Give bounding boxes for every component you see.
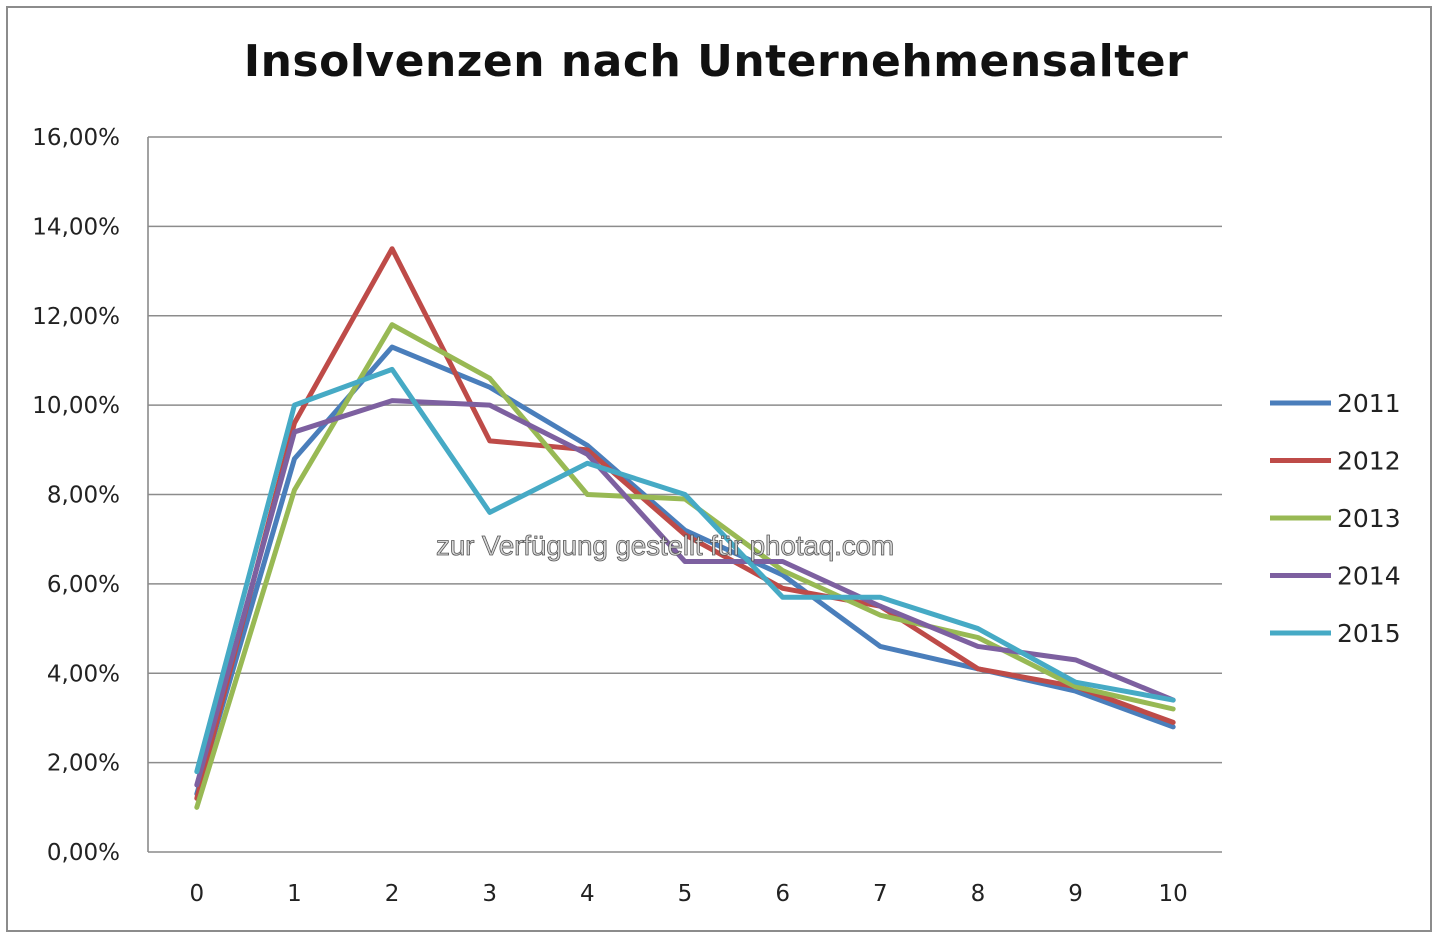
y-tick-label: 6,00% bbox=[47, 572, 120, 598]
y-tick-label: 0,00% bbox=[47, 840, 120, 866]
x-tick-label: 9 bbox=[1068, 881, 1083, 907]
y-tick-label: 12,00% bbox=[32, 304, 120, 330]
y-tick-label: 4,00% bbox=[47, 661, 120, 687]
series-line-2015 bbox=[194, 366, 1176, 775]
chart-title: Insolvenzen nach Unternehmensalter bbox=[243, 36, 1189, 87]
x-tick-label: 2 bbox=[385, 881, 400, 907]
legend-label: 2012 bbox=[1337, 447, 1401, 476]
legend: 2011 2012 2013 2014 2015 bbox=[1270, 389, 1401, 648]
legend-label: 2013 bbox=[1337, 504, 1401, 533]
y-tick-label: 2,00% bbox=[47, 751, 120, 777]
x-tick-label: 5 bbox=[678, 881, 693, 907]
legend-item-2014: 2014 bbox=[1270, 562, 1401, 591]
x-tick-label: 8 bbox=[971, 881, 986, 907]
y-tick-label: 8,00% bbox=[47, 483, 120, 509]
legend-item-2015: 2015 bbox=[1270, 619, 1401, 648]
legend-item-2012: 2012 bbox=[1270, 447, 1401, 476]
x-tick-label: 10 bbox=[1159, 881, 1188, 907]
legend-item-2011: 2011 bbox=[1270, 389, 1401, 418]
legend-label: 2015 bbox=[1337, 619, 1401, 648]
legend-label: 2011 bbox=[1337, 389, 1401, 418]
series-line-2014 bbox=[194, 398, 1176, 788]
series-lines bbox=[194, 246, 1176, 810]
y-tick-label: 10,00% bbox=[32, 393, 120, 419]
y-axis-tick-labels: 0,00% 2,00% 4,00% 6,00% 8,00% 10,00% 12,00% 14,… bbox=[32, 125, 120, 866]
legend-label: 2014 bbox=[1337, 562, 1401, 591]
series-line-2013 bbox=[194, 322, 1176, 810]
y-tick-label: 16,00% bbox=[32, 125, 120, 151]
x-tick-label: 0 bbox=[189, 881, 204, 907]
gridlines bbox=[148, 136, 1222, 853]
x-tick-label: 7 bbox=[873, 881, 888, 907]
x-axis-tick-labels: 0 1 2 3 4 5 6 7 8 9 10 bbox=[189, 881, 1187, 907]
x-tick-label: 1 bbox=[287, 881, 302, 907]
x-tick-label: 3 bbox=[482, 881, 497, 907]
x-tick-label: 4 bbox=[580, 881, 595, 907]
y-tick-label: 14,00% bbox=[32, 214, 120, 240]
series-line-2012 bbox=[194, 246, 1176, 801]
legend-item-2013: 2013 bbox=[1270, 504, 1401, 533]
watermark-text: zur Verfügung gestellt für photaq.com bbox=[436, 530, 895, 562]
x-tick-label: 6 bbox=[775, 881, 790, 907]
chart-frame bbox=[6, 6, 1432, 932]
